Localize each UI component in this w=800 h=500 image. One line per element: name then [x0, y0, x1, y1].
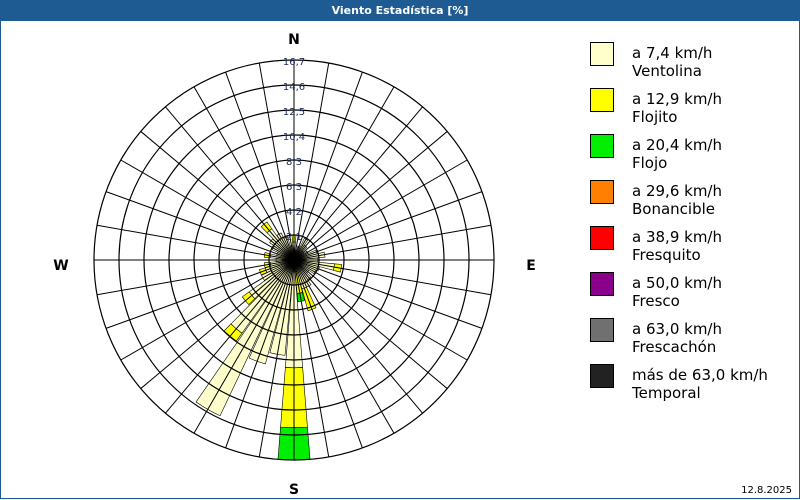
legend-label: a 63,0 km/h Frescachón	[632, 320, 722, 356]
window-title: Viento Estadística [%]	[0, 0, 800, 21]
grid-spoke	[293, 224, 492, 261]
legend-swatch	[590, 134, 614, 158]
legend-class: Fresco	[632, 292, 680, 310]
grid-spoke	[193, 86, 295, 261]
ring-label: 10,4	[283, 132, 305, 143]
compass-e: E	[526, 258, 536, 274]
grid-spoke	[293, 259, 448, 389]
ring-label: 14,6	[283, 82, 305, 93]
grid-spoke	[293, 259, 330, 458]
legend-class: Temporal	[632, 384, 701, 402]
grid-spoke	[140, 131, 295, 261]
grid-spoke	[293, 259, 395, 434]
grid-spoke	[258, 259, 295, 458]
grid-spoke	[293, 71, 363, 261]
ring-label: 16,7	[283, 57, 305, 68]
grid-spoke	[120, 259, 295, 361]
grid-spoke	[293, 159, 468, 261]
legend-class: Fresquito	[632, 246, 701, 264]
legend-label: a 38,9 km/h Fresquito	[632, 228, 722, 264]
grid-spoke	[225, 71, 295, 261]
grid-spoke	[293, 62, 330, 261]
legend-swatch	[590, 42, 614, 66]
ring-label: 4,2	[286, 207, 302, 218]
ring-label: 6,3	[286, 182, 302, 193]
grid-spoke	[105, 191, 295, 261]
compass-s: S	[289, 482, 299, 498]
grid-spoke	[258, 62, 295, 261]
legend-class: Ventolina	[632, 62, 702, 80]
wind-sector	[301, 286, 317, 312]
legend-speed: a 50,0 km/h	[632, 274, 722, 292]
grid-spoke	[293, 259, 423, 414]
legend-label: a 50,0 km/h Fresco	[632, 274, 722, 310]
grid-spoke	[193, 259, 295, 434]
legend-speed: más de 63,0 km/h	[632, 366, 768, 384]
grid-spoke	[225, 259, 295, 449]
legend-speed: a 38,9 km/h	[632, 228, 722, 246]
grid-spoke	[293, 259, 492, 296]
grid-spoke	[293, 259, 483, 329]
grid-spoke	[293, 106, 423, 261]
ring-label: 12,5	[283, 107, 305, 118]
grid-spoke	[165, 106, 295, 261]
grid-spoke	[140, 259, 295, 389]
legend-swatch	[590, 226, 614, 250]
date-label: 12.8.2025	[741, 485, 792, 496]
legend-speed: a 29,6 km/h	[632, 182, 722, 200]
legend-label: a 29,6 km/h Bonancible	[632, 182, 722, 218]
grid-spoke	[293, 259, 363, 449]
grid-spoke	[105, 259, 295, 329]
grid-spoke	[293, 191, 483, 261]
compass-n: N	[288, 32, 300, 48]
ring-label: 2,1	[286, 232, 302, 243]
grid-spoke	[96, 224, 295, 261]
grid-spoke	[96, 259, 295, 296]
legend-swatch	[590, 180, 614, 204]
legend-swatch	[590, 318, 614, 342]
legend-class: Flojito	[632, 108, 678, 126]
legend-label: a 7,4 km/h Ventolina	[632, 44, 712, 80]
legend-speed: a 20,4 km/h	[632, 136, 722, 154]
legend-class: Flojo	[632, 154, 668, 172]
legend-speed: a 63,0 km/h	[632, 320, 722, 338]
grid-spoke	[165, 259, 295, 414]
legend-speed: a 12,9 km/h	[632, 90, 722, 108]
legend-class: Bonancible	[632, 200, 716, 218]
compass-w: W	[53, 258, 68, 274]
legend-swatch	[590, 364, 614, 388]
legend-label: a 20,4 km/h Flojo	[632, 136, 722, 172]
legend-class: Frescachón	[632, 338, 717, 356]
grid-spoke	[293, 259, 468, 361]
legend-swatch	[590, 272, 614, 296]
legend-label: a 12,9 km/h Flojito	[632, 90, 722, 126]
grid-spoke	[293, 86, 395, 261]
legend-swatch	[590, 88, 614, 112]
center-dot	[290, 256, 298, 264]
grid-spoke	[293, 131, 448, 261]
grid-spoke	[120, 159, 295, 261]
legend-speed: a 7,4 km/h	[632, 44, 713, 62]
legend-label: más de 63,0 km/h Temporal	[632, 366, 768, 402]
ring-label: 8,3	[286, 157, 302, 168]
